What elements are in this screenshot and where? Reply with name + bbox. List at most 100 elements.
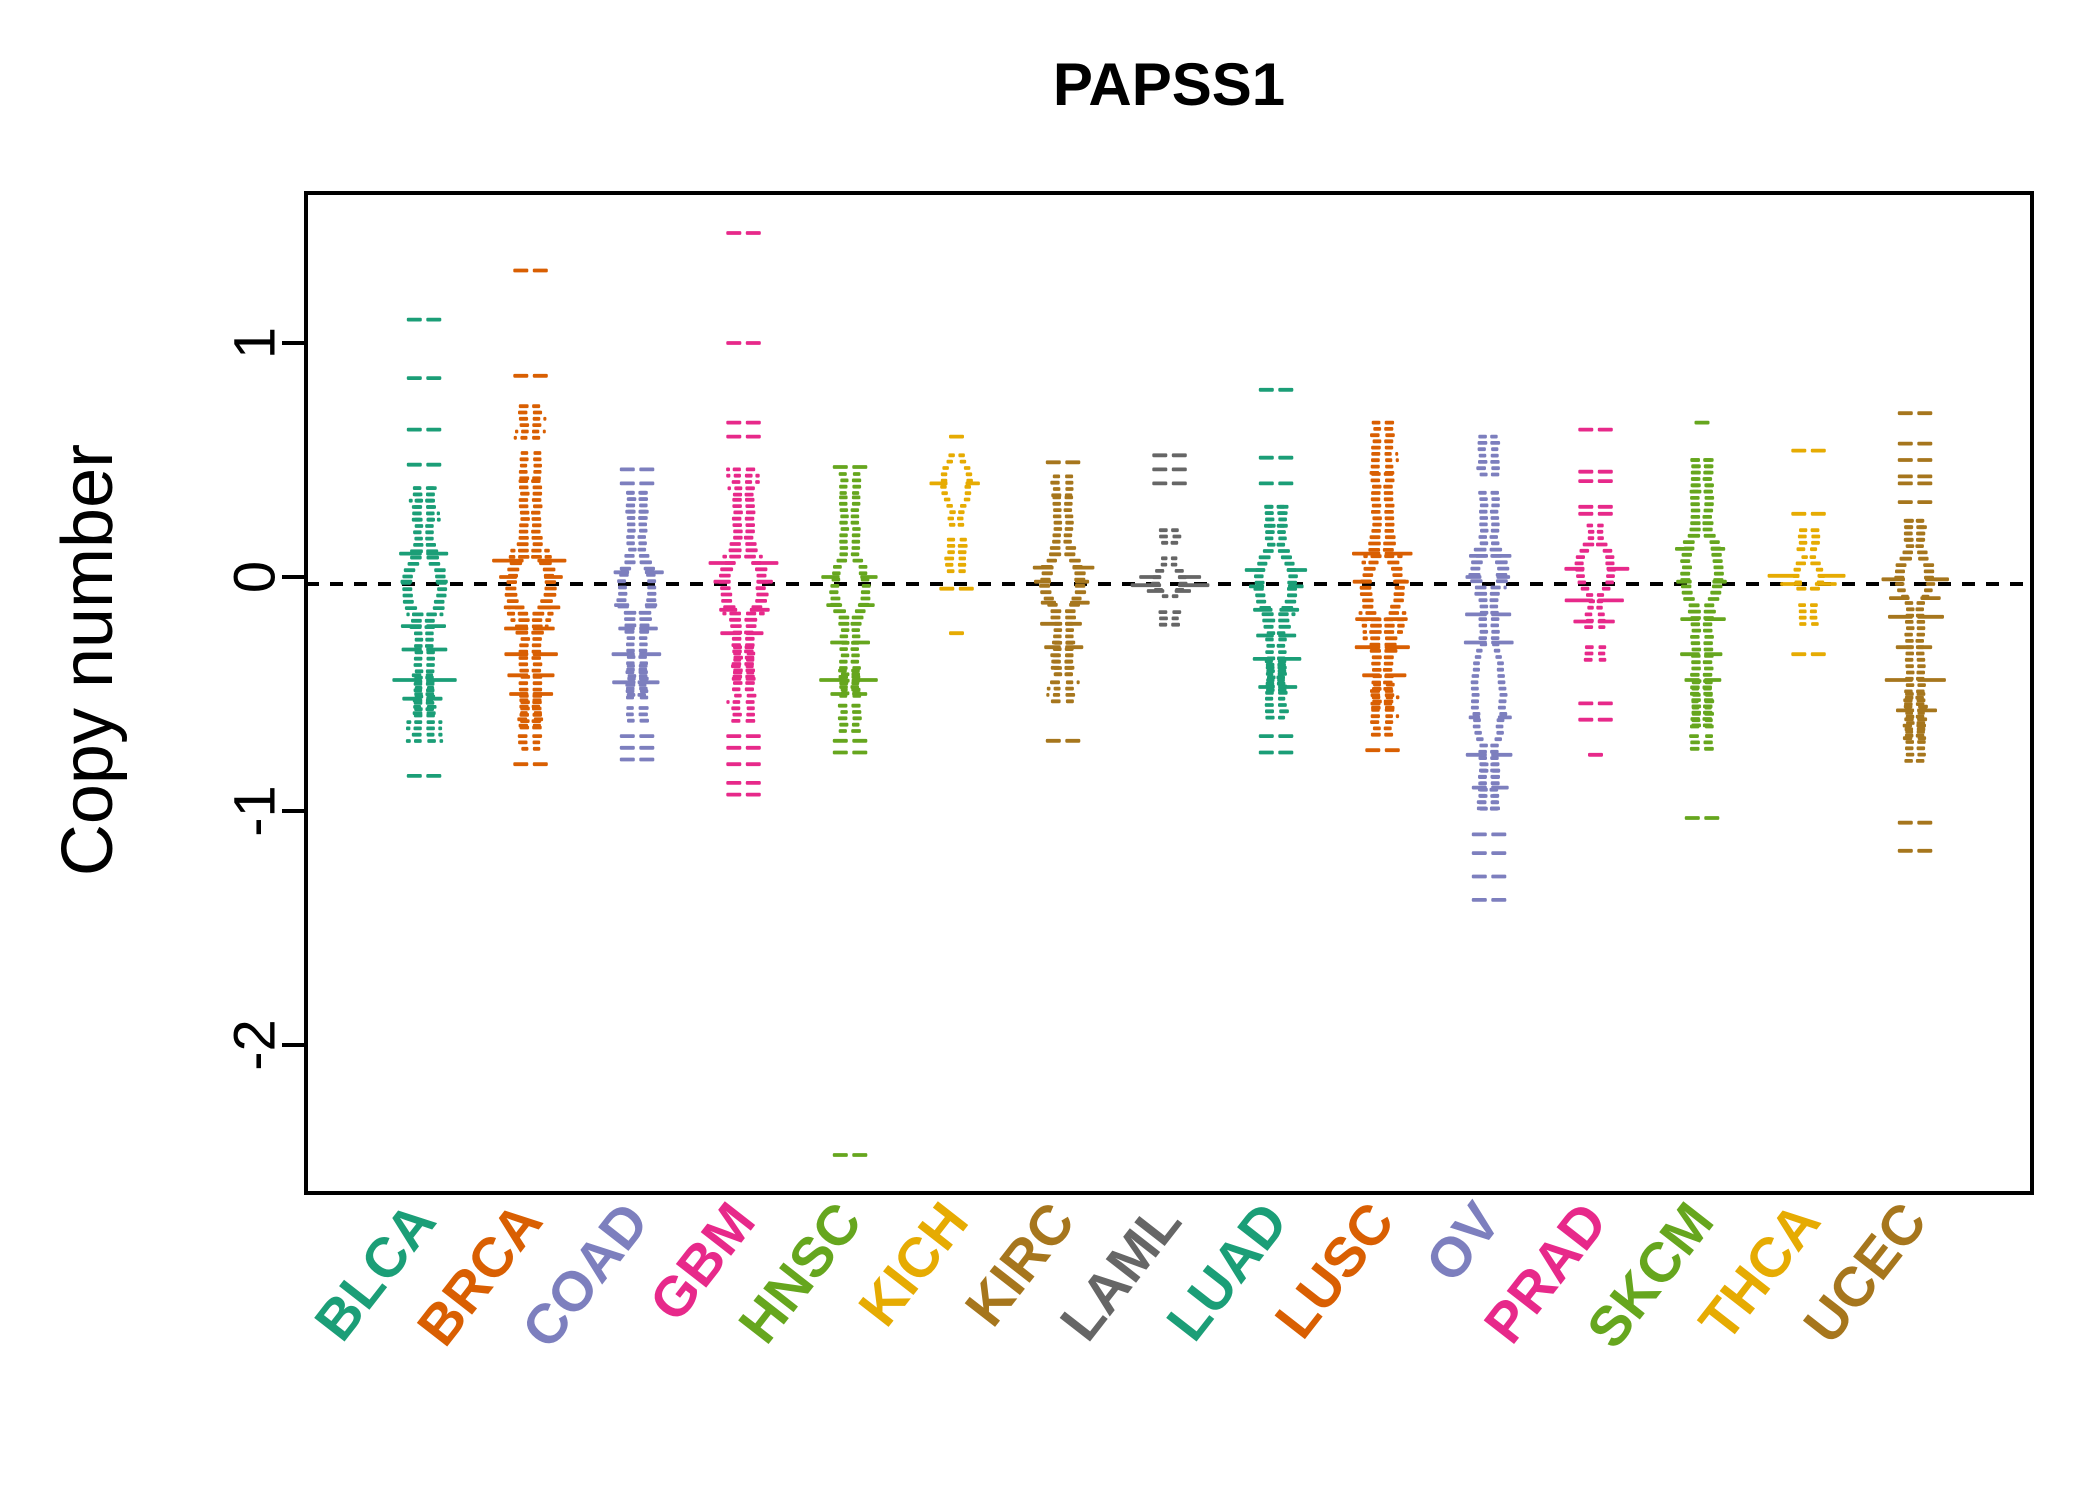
data-dash	[759, 611, 765, 616]
data-dash	[1045, 738, 1061, 743]
data-dash	[1690, 740, 1700, 745]
data-dash	[532, 485, 543, 490]
data-dash	[439, 612, 444, 617]
data-dash	[1265, 665, 1275, 670]
data-dash	[851, 533, 861, 538]
data-dash	[532, 542, 543, 547]
data-dash	[626, 695, 634, 700]
data-dash	[406, 462, 422, 467]
data-dash	[1690, 641, 1701, 646]
data-dash	[1917, 481, 1933, 486]
data-dash	[821, 575, 840, 579]
data-dash	[1490, 472, 1500, 477]
data-dash	[1256, 599, 1267, 604]
data-dash	[851, 681, 860, 686]
data-dash	[626, 648, 635, 653]
data-dash	[1370, 701, 1381, 706]
data-dash	[639, 509, 649, 514]
data-dash	[851, 729, 861, 733]
data-dash	[745, 664, 754, 669]
data-dash	[1383, 701, 1393, 706]
data-dash	[1287, 580, 1298, 585]
data-dash	[519, 643, 529, 648]
data-dash	[1387, 560, 1400, 565]
data-dash	[643, 566, 655, 571]
data-dash	[720, 586, 731, 591]
data-dash	[1917, 500, 1933, 504]
data-dash	[638, 490, 648, 495]
data-dash	[1704, 652, 1723, 657]
data-dash	[745, 420, 761, 425]
data-dash	[1597, 717, 1613, 722]
data-dash	[744, 473, 753, 478]
data-dash	[515, 630, 529, 635]
data-dash	[1676, 579, 1692, 584]
data-dash	[1253, 607, 1273, 612]
data-dash	[531, 618, 543, 622]
data-dash	[1470, 686, 1479, 691]
data-dash	[1265, 650, 1274, 654]
data-dash	[499, 575, 517, 579]
data-dash	[427, 486, 437, 490]
data-dash	[1493, 648, 1501, 653]
data-dash	[1917, 717, 1928, 722]
data-dash	[1258, 555, 1271, 560]
data-dash	[1384, 617, 1408, 621]
data-dash	[1284, 599, 1297, 604]
data-dash	[1503, 585, 1507, 590]
data-dash	[1905, 740, 1914, 744]
data-dash	[746, 670, 755, 675]
data-dash	[1384, 732, 1394, 737]
data-dash	[1564, 598, 1594, 603]
data-dash	[839, 539, 848, 544]
data-dash	[1262, 618, 1276, 623]
data-dash	[1385, 458, 1393, 463]
data-dash	[1680, 652, 1700, 657]
data-dash	[624, 554, 635, 558]
data-dash	[1383, 661, 1394, 666]
data-dash	[533, 504, 543, 509]
data-dash	[1598, 657, 1607, 662]
data-dash	[1597, 469, 1613, 474]
data-dash	[531, 498, 542, 502]
data-dash	[1709, 540, 1720, 544]
data-dash	[1258, 685, 1274, 689]
data-dash	[1704, 603, 1715, 608]
data-dash	[726, 467, 730, 472]
data-dash	[638, 706, 649, 710]
data-dash	[1574, 561, 1584, 566]
data-dash	[1585, 645, 1594, 650]
data-dash	[1053, 686, 1061, 691]
data-dash	[1278, 536, 1287, 541]
data-dash	[426, 726, 435, 731]
data-dash	[1354, 645, 1381, 650]
data-dash	[830, 596, 841, 601]
data-dash	[733, 670, 743, 675]
data-dash	[1359, 585, 1372, 590]
data-dash	[745, 497, 755, 502]
data-dash	[1691, 699, 1699, 704]
data-dash	[612, 680, 635, 685]
data-dash	[1491, 612, 1512, 617]
data-dash	[492, 558, 524, 563]
data-dash	[506, 599, 519, 603]
data-dash	[958, 569, 966, 574]
data-dash	[1383, 497, 1394, 502]
data-dash	[858, 571, 868, 576]
data-dash	[1704, 699, 1715, 704]
data-dash	[1476, 737, 1484, 742]
data-dash	[840, 527, 850, 531]
data-dash	[1491, 640, 1514, 645]
data-dash	[732, 497, 742, 502]
data-dash	[1384, 439, 1394, 444]
data-dash	[1917, 708, 1937, 713]
data-dash	[1491, 898, 1507, 902]
data-dash	[519, 476, 530, 481]
data-dash	[1470, 705, 1479, 710]
data-dash	[1809, 615, 1818, 620]
data-dash	[626, 490, 635, 495]
data-dash	[1385, 695, 1394, 700]
data-dash	[756, 573, 767, 578]
data-dash	[1795, 561, 1806, 566]
data-dash	[1065, 672, 1073, 676]
